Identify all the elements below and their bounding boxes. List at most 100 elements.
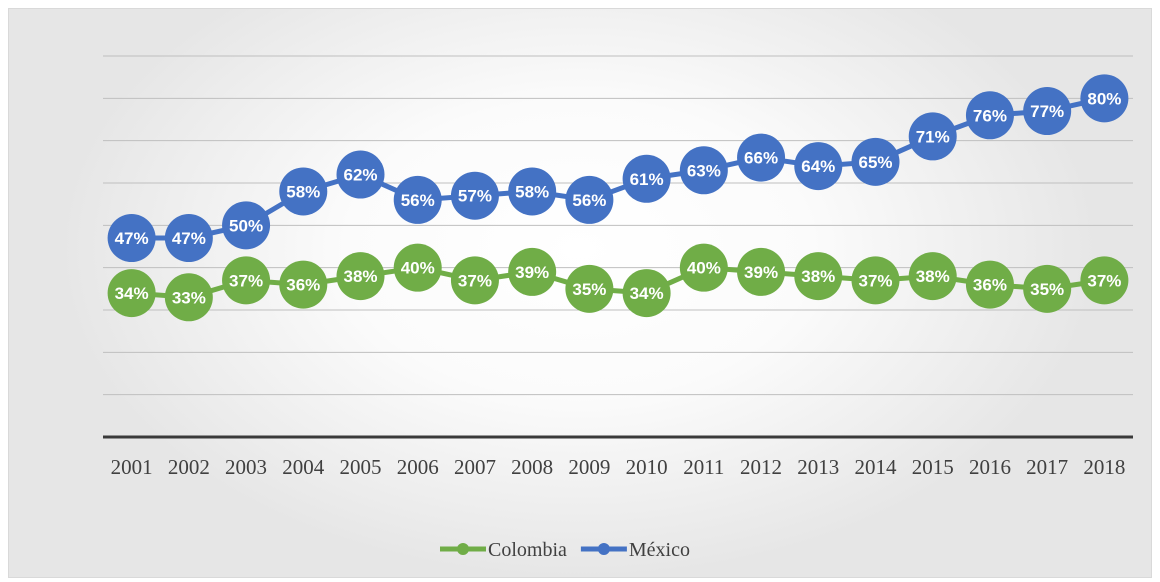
data-label: 47% (172, 229, 206, 248)
data-point (1080, 74, 1129, 123)
gridlines (103, 55, 1133, 439)
x-tick-label: 2004 (282, 455, 325, 479)
data-label: 58% (515, 182, 549, 201)
data-label: 38% (801, 267, 835, 286)
x-tick-label: 2008 (511, 455, 553, 479)
data-point (851, 137, 900, 186)
data-label: 36% (973, 276, 1007, 295)
legend: Colombia México (440, 539, 690, 561)
data-point (679, 243, 728, 292)
data-point (794, 252, 843, 301)
data-label: 39% (744, 263, 778, 282)
x-tick-label: 2011 (683, 455, 724, 479)
data-point (1023, 264, 1072, 313)
x-tick-label: 2012 (740, 455, 782, 479)
series-line (131, 265, 1105, 300)
data-label: 77% (1030, 102, 1064, 121)
data-point (679, 146, 728, 195)
x-tick-label: 2002 (168, 455, 210, 479)
data-point (1023, 87, 1072, 136)
data-label: 50% (229, 216, 263, 235)
x-tick-label: 2005 (340, 455, 382, 479)
data-point (737, 133, 786, 182)
data-point (565, 264, 614, 313)
legend-item-mxico: México (580, 539, 690, 561)
data-point (622, 154, 671, 203)
data-label: 65% (858, 153, 892, 172)
x-tick-label: 2016 (969, 455, 1011, 479)
x-tick-label: 2014 (855, 455, 898, 479)
data-label: 56% (572, 191, 606, 210)
data-point (279, 167, 328, 216)
data-point (565, 175, 614, 224)
data-label: 80% (1087, 89, 1121, 108)
data-label: 56% (401, 191, 435, 210)
x-tick-label: 2007 (454, 455, 496, 479)
data-label: 40% (401, 259, 435, 278)
data-label: 37% (1087, 271, 1121, 290)
x-axis: 2001 2002 2003 2004 2005 2006 2007 2008 2009 2010… (111, 455, 1126, 479)
data-label: 58% (286, 182, 320, 201)
data-label: 66% (744, 149, 778, 168)
data-point (393, 243, 442, 292)
data-label: 34% (115, 284, 149, 303)
series-layer: 34% 33% 37% 36% 38% 40% 37% 39% 35% 34% 40% 39% 38% 3… (107, 74, 1129, 322)
data-point (450, 256, 499, 305)
data-point (164, 214, 213, 263)
x-tick-label: 2009 (568, 455, 610, 479)
legend-marker (597, 543, 610, 555)
series-line (131, 95, 1105, 241)
data-point (222, 256, 271, 305)
series-colombia: 34% 33% 37% 36% 38% 40% 37% 39% 35% 34% 40% 39% 38% 3… (107, 243, 1129, 322)
series-mxico: 47% 47% 50% 58% 62% 56% 57% 58% 56% 61% 63% 66% 64% 6… (107, 74, 1129, 263)
data-label: 61% (630, 170, 664, 189)
data-label: 57% (458, 187, 492, 206)
data-point (1080, 256, 1129, 305)
data-label: 35% (572, 280, 606, 299)
x-tick-label: 2015 (912, 455, 954, 479)
x-tick-label: 2010 (626, 455, 668, 479)
data-label: 38% (916, 267, 950, 286)
data-point (794, 142, 843, 191)
data-point (107, 214, 156, 263)
data-label: 62% (343, 166, 377, 185)
data-point (107, 269, 156, 318)
data-point (508, 167, 557, 216)
legend-item-colombia: Colombia (440, 539, 567, 561)
data-point (222, 201, 271, 250)
data-point (965, 260, 1014, 309)
data-label: 37% (458, 271, 492, 290)
x-tick-label: 2018 (1083, 455, 1125, 479)
data-point (164, 273, 213, 322)
data-label: 39% (515, 263, 549, 282)
x-tick-label: 2003 (225, 455, 267, 479)
data-point (450, 171, 499, 220)
legend-label: México (629, 539, 690, 561)
data-label: 33% (172, 288, 206, 307)
data-label: 35% (1030, 280, 1064, 299)
data-point (851, 256, 900, 305)
data-label: 38% (343, 267, 377, 286)
data-point (908, 112, 957, 161)
data-point (508, 247, 557, 296)
data-point (279, 260, 328, 309)
data-point (336, 252, 385, 301)
data-label: 37% (229, 271, 263, 290)
data-point (393, 175, 442, 224)
data-point (336, 150, 385, 199)
data-point (622, 269, 671, 318)
data-label: 71% (916, 127, 950, 146)
data-label: 64% (801, 157, 835, 176)
x-tick-label: 2017 (1026, 455, 1068, 479)
data-label: 47% (115, 229, 149, 248)
data-label: 37% (858, 271, 892, 290)
data-label: 36% (286, 276, 320, 295)
data-label: 76% (973, 106, 1007, 125)
x-tick-label: 2001 (111, 455, 153, 479)
data-label: 40% (687, 259, 721, 278)
x-tick-label: 2006 (397, 455, 439, 479)
legend-marker (457, 543, 469, 555)
data-point (908, 252, 957, 301)
legend-label: Colombia (488, 539, 567, 561)
